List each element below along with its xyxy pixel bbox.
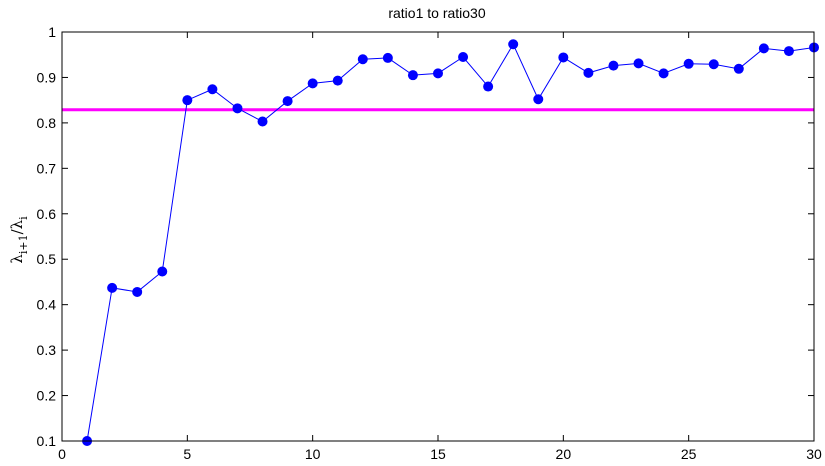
- x-tick-label: 20: [556, 446, 572, 462]
- data-point: [558, 52, 569, 63]
- y-axis-label: λi+1/λi: [8, 216, 30, 264]
- data-point: [357, 54, 368, 65]
- y-tick-label: 0.9: [37, 69, 57, 85]
- y-tick-label: 0.6: [37, 206, 57, 222]
- y-label-sub2: i: [17, 216, 30, 220]
- data-point: [583, 67, 594, 78]
- y-tick-label: 0.4: [37, 297, 57, 313]
- data-point: [508, 39, 519, 50]
- data-point: [708, 59, 719, 70]
- x-tick-label: 5: [183, 446, 191, 462]
- data-point: [783, 46, 794, 57]
- x-tick-label: 15: [430, 446, 446, 462]
- y-label-sub1: i+1: [17, 234, 30, 254]
- y-tick-label: 1: [48, 24, 56, 40]
- y-tick-label: 0.1: [37, 433, 57, 449]
- data-point: [608, 60, 619, 71]
- y-tick-label: 0.2: [37, 388, 57, 404]
- series-line: [86, 43, 815, 442]
- data-point: [157, 266, 168, 277]
- plot-area: 0 5 10 15 20 25 30 0.1 0.2 0.3 0.4 0.5 0.6 0.7 0.8 0.9 1: [37, 24, 822, 462]
- x-tick-label: 30: [806, 446, 822, 462]
- data-point: [107, 282, 118, 293]
- data-point: [433, 68, 443, 79]
- y-label-lambda: λ: [8, 254, 26, 264]
- data-point: [733, 63, 744, 74]
- data-point: [683, 58, 694, 69]
- data-point: [758, 43, 769, 54]
- x-tick-label: 0: [58, 446, 66, 462]
- data-point: [458, 51, 469, 62]
- plot-frame: [61, 31, 815, 442]
- y-label-div: /λ: [8, 219, 26, 234]
- data-point: [658, 68, 669, 79]
- data-point: [232, 103, 243, 114]
- x-tick-label: 10: [305, 446, 321, 462]
- y-tick-label: 0.3: [37, 342, 57, 358]
- data-point: [282, 96, 293, 107]
- data-point: [257, 116, 268, 127]
- data-point: [332, 75, 343, 86]
- y-tick-label: 0.5: [37, 251, 57, 267]
- y-tick-label: 0.8: [37, 115, 57, 131]
- data-point: [533, 94, 544, 105]
- data-point: [407, 70, 418, 81]
- data-point: [633, 58, 644, 69]
- chart-title: ratio1 to ratio30: [388, 5, 485, 21]
- data-point: [207, 84, 218, 95]
- data-point: [182, 95, 193, 106]
- data-point: [382, 52, 393, 63]
- data-point: [483, 81, 494, 92]
- y-tick-label: 0.7: [37, 160, 57, 176]
- x-tick-label: 25: [681, 446, 697, 462]
- svg-text:λi+1/λi: λi+1/λi: [8, 216, 30, 264]
- data-point: [307, 78, 318, 89]
- data-point: [132, 286, 143, 297]
